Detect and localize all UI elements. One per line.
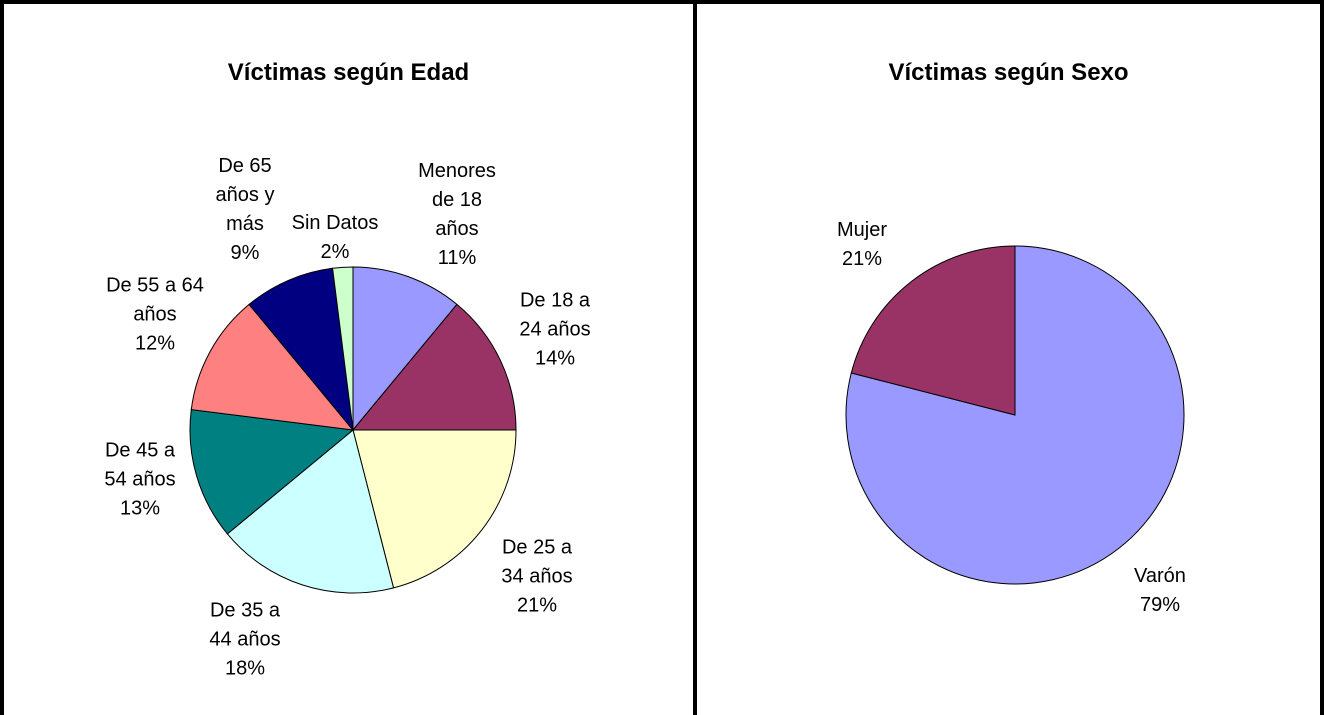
pie-slice <box>190 303 355 431</box>
slice-value: 21% <box>841 248 883 270</box>
panel-right: Víctimas según Sexo <box>693 0 1324 715</box>
pie-slice <box>352 266 458 432</box>
slice-category: Sin Datos <box>291 212 379 234</box>
slice-category: De 45 a 54 años <box>104 439 176 491</box>
slice-value: 12% <box>134 332 176 355</box>
slice-category: De 18 a 24 años <box>519 289 591 341</box>
slice-label: Sin Datos 2% <box>275 209 395 267</box>
pie-slice <box>845 245 1185 585</box>
pie-slice <box>189 409 355 535</box>
pie-slice <box>351 303 517 431</box>
slice-label: Varón 79% <box>1115 562 1205 620</box>
slice-value: 18% <box>224 657 266 680</box>
slice-label: De 55 a 64 años 12% <box>105 272 205 359</box>
slice-label: Menores de 18 años 11% <box>412 157 502 273</box>
slice-category: De 65 años y más <box>215 155 275 235</box>
pie-slice <box>226 429 395 594</box>
pie-slice <box>352 429 517 589</box>
slice-label: De 65 años y más 9% <box>208 152 283 268</box>
slice-category: De 35 a 44 años <box>209 599 281 651</box>
slice-value: 21% <box>516 594 558 617</box>
slice-value: 79% <box>1139 594 1181 616</box>
slice-label: De 18 a 24 años 14% <box>510 287 600 374</box>
slice-category: Varón <box>1134 565 1186 587</box>
slice-label: De 35 a 44 años 18% <box>200 597 290 684</box>
slice-value: 11% <box>437 247 477 269</box>
slice-label: De 25 a 34 años 21% <box>492 534 582 621</box>
slice-value: 14% <box>534 347 576 370</box>
pie-slice <box>850 245 1016 416</box>
slice-category: De 25 a 34 años <box>501 536 573 588</box>
slice-category: Menores de 18 años <box>418 160 496 240</box>
chart-title: Víctimas según Sexo <box>888 59 1129 86</box>
chart-title: Víctimas según Edad <box>227 59 470 86</box>
slice-value: 13% <box>119 497 161 520</box>
slice-label: Mujer 21% <box>817 216 907 274</box>
slice-category: Mujer <box>836 219 887 241</box>
pie-slice <box>332 266 354 431</box>
pie-slice <box>248 267 354 432</box>
slice-value: 2% <box>320 241 350 263</box>
slice-label: De 45 a 54 años 13% <box>95 437 185 524</box>
slice-category: De 55 a 64 años <box>106 274 204 326</box>
slice-value: 9% <box>230 242 260 264</box>
